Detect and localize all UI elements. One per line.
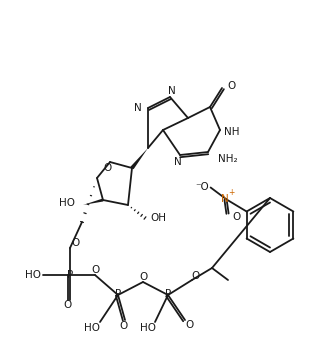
Text: O: O — [104, 163, 112, 173]
Text: N: N — [134, 103, 142, 113]
Text: +: + — [228, 188, 235, 197]
Text: O: O — [186, 320, 194, 330]
Text: NH₂: NH₂ — [218, 154, 238, 164]
Text: P: P — [165, 289, 171, 299]
Polygon shape — [130, 148, 148, 169]
Polygon shape — [83, 199, 103, 205]
Text: O: O — [233, 212, 241, 221]
Text: OH: OH — [150, 213, 166, 223]
Text: O: O — [119, 321, 127, 331]
Text: O: O — [228, 81, 236, 91]
Text: ⁻O: ⁻O — [196, 182, 210, 192]
Text: P: P — [115, 289, 121, 299]
Text: HO: HO — [25, 270, 41, 280]
Text: HO: HO — [84, 323, 100, 333]
Text: HO: HO — [140, 323, 156, 333]
Text: O: O — [72, 238, 80, 248]
Text: O: O — [192, 271, 200, 281]
Text: N: N — [174, 157, 182, 167]
Text: O: O — [64, 300, 72, 310]
Text: O: O — [91, 265, 99, 275]
Text: N: N — [168, 86, 176, 96]
Text: HO: HO — [59, 198, 75, 208]
Text: O: O — [139, 272, 147, 282]
Text: N: N — [221, 193, 228, 204]
Text: P: P — [67, 270, 73, 280]
Text: NH: NH — [224, 127, 240, 137]
